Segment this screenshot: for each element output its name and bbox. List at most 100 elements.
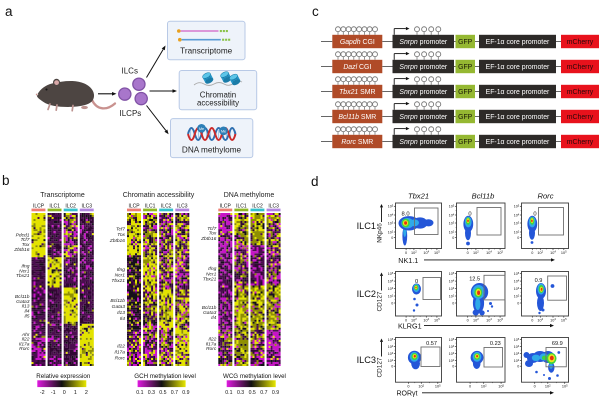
svg-text:2: 2 [85,390,88,396]
svg-text:0.57: 0.57 [426,341,437,347]
svg-text:103: 103 [514,286,520,291]
svg-text:Bcl11b SMR: Bcl11b SMR [338,114,376,121]
svg-text:NK1.1: NK1.1 [398,256,418,265]
svg-text:Tox: Tox [209,231,217,237]
svg-text:ILC3: ILC3 [357,355,376,365]
svg-text:Bcl11b: Bcl11b [110,298,125,304]
svg-text:ILCP: ILCP [33,204,45,210]
svg-text:104: 104 [388,212,394,217]
svg-text:0: 0 [452,236,454,240]
svg-text:Ifng: Ifng [117,267,125,273]
svg-text:104: 104 [514,344,520,349]
svg-text:103: 103 [388,286,394,291]
svg-text:103: 103 [388,220,394,225]
svg-text:0.3: 0.3 [237,390,244,396]
svg-text:105: 105 [561,317,567,322]
svg-text:b: b [2,173,10,188]
svg-text:c: c [312,4,319,19]
svg-text:0: 0 [469,385,471,389]
svg-text:0: 0 [467,251,469,255]
svg-text:Tbx21: Tbx21 [111,278,125,284]
svg-text:-2: -2 [40,390,45,396]
svg-text:0: 0 [534,385,536,389]
svg-text:0: 0 [391,301,393,305]
svg-text:102: 102 [449,358,455,363]
svg-text:Relative expression: Relative expression [36,373,91,380]
svg-text:104: 104 [449,278,455,283]
svg-text:EF-1α core promoter: EF-1α core promoter [486,89,550,96]
svg-text:Il13: Il13 [22,304,30,310]
svg-text:102: 102 [473,250,479,255]
svg-text:104: 104 [449,344,455,349]
svg-text:104: 104 [423,317,429,322]
svg-text:CD127: CD127 [377,291,384,311]
svg-text:105: 105 [498,383,504,388]
svg-text:0: 0 [407,385,409,389]
svg-text:12.5: 12.5 [469,277,480,283]
svg-text:Tox: Tox [22,242,30,248]
svg-text:105: 105 [449,204,455,209]
svg-text:DNA methylome: DNA methylome [182,146,242,155]
svg-text:Chromatin: Chromatin [200,91,236,100]
svg-text:d: d [311,174,319,189]
svg-text:-1: -1 [51,390,56,396]
svg-text:Tbx21 SMR: Tbx21 SMR [339,89,375,96]
svg-text:ILC2: ILC2 [357,289,376,299]
svg-text:105: 105 [497,317,503,322]
svg-text:a: a [5,4,13,19]
svg-text:GFP: GFP [458,139,473,146]
svg-text:0: 0 [531,251,533,255]
svg-text:Il13: Il13 [117,310,125,316]
svg-text:Tbx21: Tbx21 [16,273,30,279]
svg-text:103: 103 [388,351,394,356]
svg-text:Il4: Il4 [24,309,29,315]
svg-text:Dazl CGI: Dazl CGI [343,64,371,71]
svg-text:102: 102 [537,317,543,322]
svg-text:102: 102 [449,293,455,298]
svg-text:103: 103 [449,351,455,356]
svg-text:mCherry: mCherry [567,89,594,96]
svg-text:102: 102 [411,250,417,255]
svg-text:KLRG1: KLRG1 [398,322,422,331]
svg-text:102: 102 [537,250,543,255]
svg-text:105: 105 [449,271,455,276]
svg-text:0: 0 [405,318,407,322]
svg-text:mCherry: mCherry [567,139,594,146]
svg-text:Bcl11b: Bcl11b [472,192,495,201]
svg-text:104: 104 [550,250,556,255]
svg-text:105: 105 [434,250,440,255]
svg-text:0.5: 0.5 [159,390,166,396]
svg-text:0.1: 0.1 [225,390,232,396]
svg-text:105: 105 [562,383,568,388]
svg-text:105: 105 [514,271,520,276]
svg-text:102: 102 [545,383,551,388]
svg-text:105: 105 [434,317,440,322]
svg-text:105: 105 [514,337,520,342]
svg-text:Me: Me [221,129,226,133]
svg-text:Gata3: Gata3 [203,310,217,316]
svg-text:0.9: 0.9 [535,278,543,284]
svg-text:CD127: CD127 [377,357,384,377]
svg-text:Il17a: Il17a [19,341,30,347]
svg-text:104: 104 [486,250,492,255]
svg-text:105: 105 [388,337,394,342]
svg-text:103: 103 [514,220,520,225]
svg-text:102: 102 [514,229,520,234]
svg-text:Rorc: Rorc [537,192,553,201]
svg-text:104: 104 [550,317,556,322]
svg-text:0: 0 [517,301,519,305]
svg-text:102: 102 [514,293,520,298]
svg-text:0.9: 0.9 [272,390,279,396]
svg-text:Pdcd1: Pdcd1 [16,232,30,238]
svg-text:104: 104 [388,344,394,349]
svg-text:Transcriptome: Transcriptome [40,192,85,199]
svg-text:Snrpn promoter: Snrpn promoter [399,39,448,46]
svg-text:Bcl11b: Bcl11b [15,294,30,300]
svg-text:1: 1 [74,390,77,396]
svg-text:ILCPs: ILCPs [120,109,142,118]
svg-text:Zbtb16: Zbtb16 [13,247,30,253]
svg-text:Ncr1: Ncr1 [19,268,30,274]
svg-text:102: 102 [418,383,424,388]
svg-text:102: 102 [388,293,394,298]
svg-text:0: 0 [63,390,66,396]
